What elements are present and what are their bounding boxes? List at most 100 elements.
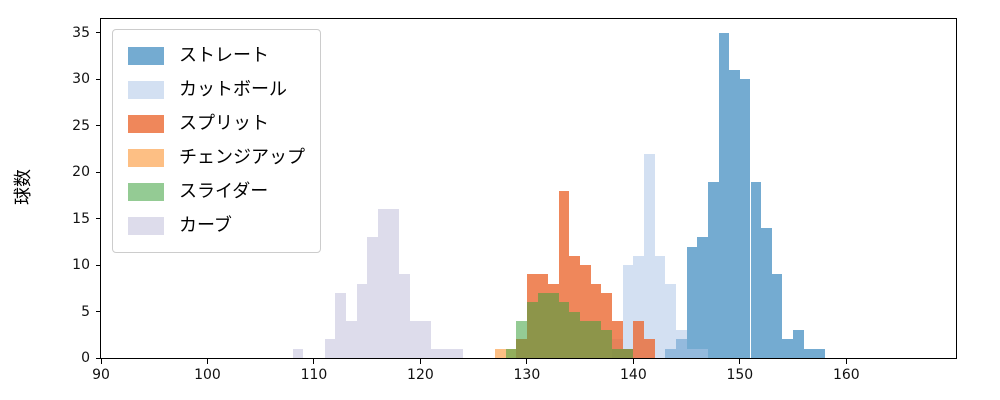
x-tick-label: 130 [513, 367, 541, 383]
histogram-bar [803, 348, 815, 358]
legend-swatch [128, 183, 164, 201]
x-tick-mark [632, 359, 634, 364]
histogram-bar [324, 339, 336, 358]
y-tick-mark [96, 264, 101, 266]
histogram-bar [335, 292, 346, 358]
legend-item: ストレート [128, 39, 305, 73]
histogram-bar [633, 255, 645, 358]
y-axis-label: 球数 [13, 169, 34, 205]
legend-swatch [128, 149, 164, 167]
legend-label: チェンジアップ [179, 147, 305, 168]
x-tick-mark [206, 359, 208, 364]
histogram-bar [548, 292, 559, 358]
histogram-bar [590, 320, 602, 358]
histogram-bar [452, 348, 463, 358]
histogram-bar [675, 330, 687, 358]
x-tick-label: 120 [407, 367, 434, 383]
histogram-bar [388, 209, 400, 358]
histogram-bar [569, 255, 581, 358]
legend: ストレートカットボール スプリットチェンジアップ スライダーカーブ [112, 29, 321, 253]
histogram-bar [665, 283, 676, 358]
legend-label: カットボール [179, 79, 287, 100]
histogram-bar [686, 246, 698, 358]
histogram-bar [505, 348, 517, 358]
histogram-bar [697, 348, 708, 358]
x-tick-mark [845, 359, 847, 364]
plot-area: ストレートカットボール スプリットチェンジアップ スライダーカーブ [100, 18, 957, 359]
histogram-bar [590, 283, 602, 358]
y-tick-mark [96, 311, 101, 313]
histogram-bar [526, 302, 538, 358]
histogram-bar [356, 283, 368, 358]
x-tick-mark [100, 359, 102, 364]
histogram-bar [601, 292, 613, 358]
y-tick-mark [96, 32, 101, 34]
histogram-bar [580, 265, 591, 358]
histogram-bar [814, 348, 826, 358]
histogram-bar [292, 348, 304, 358]
legend-label: ストレート [179, 45, 269, 66]
x-tick-label: 90 [92, 367, 110, 383]
histogram-bar [612, 320, 623, 358]
histogram-bar [750, 181, 762, 358]
x-tick-label: 100 [194, 367, 221, 383]
histogram-bar [558, 302, 570, 358]
x-tick-mark [419, 359, 421, 364]
histogram-bar [644, 339, 655, 358]
legend-label: スライダー [179, 181, 269, 202]
x-tick-label: 150 [726, 367, 754, 383]
histogram-bar [707, 181, 719, 358]
histogram-bar [729, 70, 740, 358]
x-tick-label: 110 [300, 367, 328, 383]
histogram-bar [601, 330, 613, 358]
x-tick-label: 140 [620, 367, 647, 383]
histogram-bar [761, 227, 772, 358]
histogram-bar [654, 255, 666, 358]
legend-swatch [128, 115, 164, 133]
y-tick-mark [96, 125, 101, 127]
legend-item: チェンジアップ [128, 141, 305, 175]
histogram-bar [771, 274, 783, 358]
legend-swatch [128, 81, 164, 99]
histogram-bar [345, 320, 357, 358]
histogram-bar [793, 330, 804, 358]
y-tick-mark [96, 78, 101, 80]
histogram-bar [537, 292, 549, 358]
y-tick-label: 5 [81, 303, 90, 320]
x-tick-mark [526, 359, 528, 364]
y-tick-mark [96, 357, 101, 359]
legend-item: カットボール [128, 73, 305, 107]
legend-label: スプリット [179, 113, 269, 134]
histogram-bar [420, 320, 432, 358]
histogram-bar [718, 32, 730, 358]
y-tick-label: 30 [72, 71, 90, 88]
legend-label: カーブ [179, 215, 232, 236]
histogram-bar [377, 209, 389, 358]
histogram-bar [633, 320, 645, 358]
histogram-bar [441, 348, 453, 358]
histogram-bar [739, 79, 751, 358]
histogram-bar [516, 320, 527, 358]
y-tick-mark [96, 171, 101, 173]
y-tick-label: 15 [72, 210, 90, 227]
histogram-bar [399, 274, 410, 358]
y-tick-label: 10 [72, 257, 90, 274]
histogram-bar [622, 348, 634, 358]
histogram-bar [409, 320, 421, 358]
histogram-bar [612, 348, 623, 358]
histogram-bar [644, 153, 655, 358]
histogram-bar [367, 237, 378, 358]
histogram-bar [686, 348, 698, 358]
y-tick-label: 0 [81, 350, 90, 366]
legend-swatch [128, 217, 164, 235]
histogram-bar [697, 237, 708, 358]
histogram-bar [622, 265, 634, 358]
histogram-bar [494, 348, 506, 358]
histogram-bar [558, 190, 570, 358]
y-tick-label: 20 [72, 164, 90, 181]
legend-item: カーブ [128, 209, 305, 243]
legend-item: スライダー [128, 175, 305, 209]
legend-swatch [128, 47, 164, 65]
histogram-bar [782, 339, 794, 358]
